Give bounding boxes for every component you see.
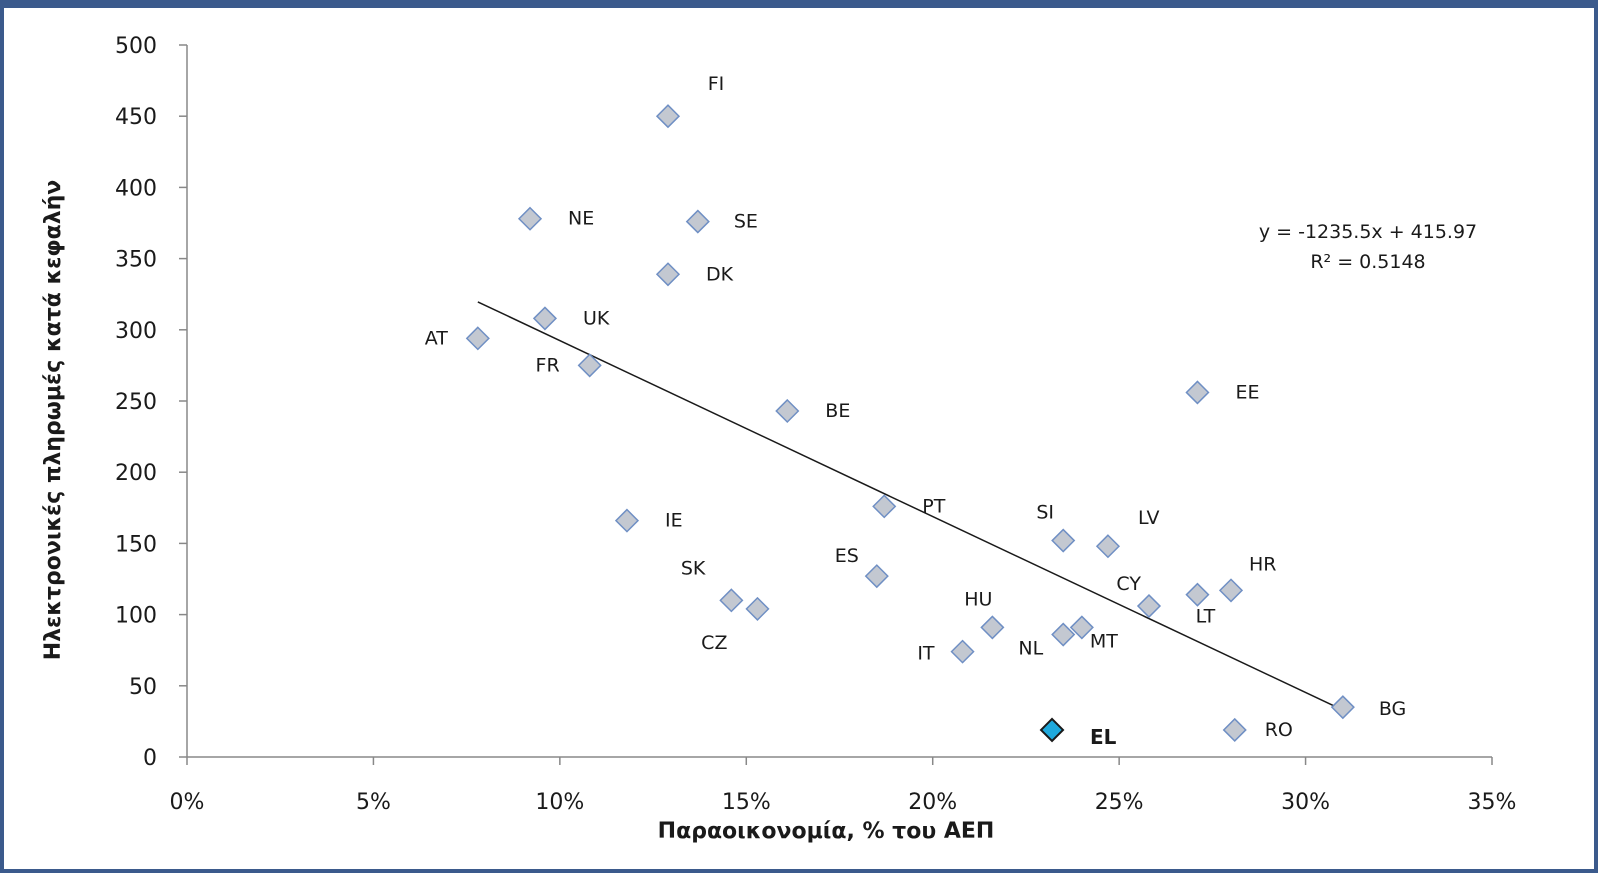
point-label-mt: MT: [1090, 630, 1118, 652]
y-tick-label: 500: [115, 34, 157, 59]
y-tick-label: 450: [115, 105, 157, 130]
point-label-ro: RO: [1265, 719, 1293, 741]
point-el: [1039, 717, 1065, 743]
point-it: [950, 639, 975, 664]
point-label-hr: HR: [1249, 553, 1277, 575]
point-sk: [719, 588, 744, 613]
point-label-hu: HU: [964, 588, 992, 610]
x-tick-label: 25%: [1095, 790, 1144, 815]
axes: 0 50 100 150 200 250 300 350 400 450 500 0% 5% 10% 15%…: [115, 34, 1516, 815]
point-dk: [655, 262, 681, 287]
y-tick-label: 50: [129, 675, 157, 700]
y-tick-label: 200: [115, 461, 157, 486]
point-label-dk: DK: [706, 263, 734, 285]
trendline: [477, 301, 1344, 711]
point-mt: [1069, 615, 1094, 640]
point-label-be: BE: [825, 400, 850, 422]
trendline-equation: y = -1235.5x + 415.97: [1259, 221, 1477, 243]
y-tick-label: 100: [115, 604, 157, 629]
x-tick-label: 0%: [170, 790, 205, 815]
x-tick-label: 15%: [722, 790, 771, 815]
point-ne: [517, 206, 543, 231]
y-tick-label: 300: [115, 319, 157, 344]
point-label-fr: FR: [536, 354, 560, 376]
point-bg: [1330, 695, 1355, 720]
point-label-lv: LV: [1138, 507, 1160, 529]
point-uk: [532, 306, 558, 331]
trendline-r2: R² = 0.5148: [1310, 251, 1425, 273]
point-label-uk: UK: [583, 307, 610, 329]
point-label-ee: EE: [1235, 381, 1259, 403]
point-fi: [655, 104, 681, 129]
point-label-it: IT: [917, 643, 935, 665]
point-label-el: EL: [1090, 725, 1117, 749]
x-tick-label: 20%: [908, 790, 957, 815]
trendline-group: [477, 301, 1344, 711]
point-label-lt: LT: [1196, 606, 1216, 628]
points-group: [465, 104, 1355, 743]
point-label-sk: SK: [681, 557, 706, 579]
y-axis-title: Ηλεκτρονικές πληρωμές κατά κεφαλήν: [41, 180, 66, 661]
point-ro: [1222, 717, 1247, 743]
point-ee: [1185, 380, 1210, 405]
point-label-ne: NE: [568, 208, 594, 230]
y-tick-label: 0: [143, 746, 157, 771]
point-nl: [1051, 622, 1076, 647]
point-label-pt: PT: [922, 495, 945, 517]
x-tick-label: 10%: [535, 790, 584, 815]
point-cz: [745, 596, 770, 621]
x-tick-label: 5%: [356, 790, 391, 815]
point-be: [775, 398, 800, 424]
point-hu: [980, 615, 1005, 640]
point-pt: [872, 494, 897, 519]
point-si: [1051, 528, 1076, 553]
point-label-at: AT: [425, 327, 449, 349]
y-tick-label: 350: [115, 248, 157, 273]
point-lt: [1185, 582, 1210, 607]
point-at: [465, 326, 490, 351]
point-lv: [1095, 534, 1121, 559]
point-label-nl: NL: [1018, 638, 1043, 660]
x-tick-label: 35%: [1468, 790, 1517, 815]
point-label-cz: CZ: [701, 632, 727, 654]
y-tick-label: 250: [115, 390, 157, 415]
point-label-es: ES: [835, 545, 859, 567]
point-fr: [577, 353, 602, 378]
x-tick-label: 30%: [1281, 790, 1330, 815]
point-hr: [1218, 578, 1244, 603]
point-se: [685, 209, 710, 234]
y-tick-label: 400: [115, 176, 157, 201]
point-label-fi: FI: [708, 73, 725, 95]
x-axis-title: Παραοικονομία, % του ΑΕΠ: [658, 819, 995, 844]
point-ie: [614, 508, 640, 533]
point-labels-group: FI NE SE DK UK AT FR BE EE PT IE SI LV ES HR LT CY SK CZ HU…: [425, 73, 1407, 749]
point-label-cy: CY: [1116, 573, 1141, 595]
point-label-ie: IE: [665, 510, 683, 532]
point-cy: [1136, 593, 1162, 619]
point-label-si: SI: [1036, 502, 1054, 524]
point-label-bg: BG: [1379, 698, 1406, 720]
point-label-se: SE: [734, 211, 758, 233]
y-tick-label: 150: [115, 532, 157, 557]
point-es: [864, 564, 889, 589]
